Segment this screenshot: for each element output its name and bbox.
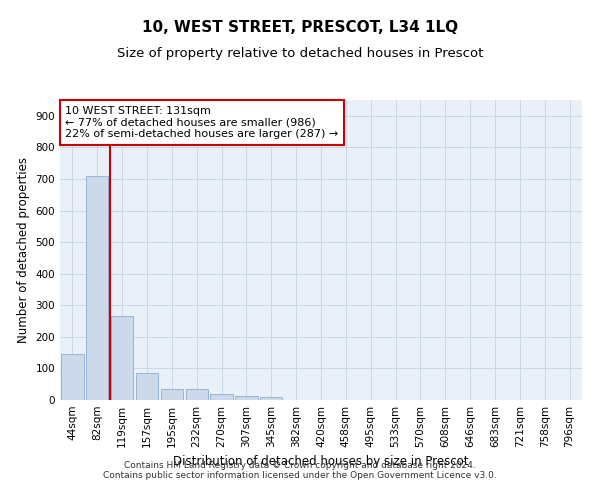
Bar (86, 176, 109, 400)
Bar (211, 394, 233, 400)
Bar (61, 354, 83, 400)
Bar (235, 396, 257, 400)
Y-axis label: Number of detached properties: Number of detached properties (17, 157, 30, 343)
Text: Size of property relative to detached houses in Prescot: Size of property relative to detached ho… (117, 48, 483, 60)
Text: 10 WEST STREET: 131sqm
← 77% of detached houses are smaller (986)
22% of semi-de: 10 WEST STREET: 131sqm ← 77% of detached… (65, 106, 338, 139)
Bar (161, 389, 183, 400)
Bar (136, 373, 158, 400)
Text: 10, WEST STREET, PRESCOT, L34 1LQ: 10, WEST STREET, PRESCOT, L34 1LQ (142, 20, 458, 35)
Bar (185, 389, 208, 400)
Text: Contains HM Land Registry data © Crown copyright and database right 2024.
Contai: Contains HM Land Registry data © Crown c… (103, 460, 497, 480)
X-axis label: Distribution of detached houses by size in Prescot: Distribution of detached houses by size … (173, 456, 469, 468)
Bar (111, 316, 133, 400)
Bar (260, 397, 283, 400)
